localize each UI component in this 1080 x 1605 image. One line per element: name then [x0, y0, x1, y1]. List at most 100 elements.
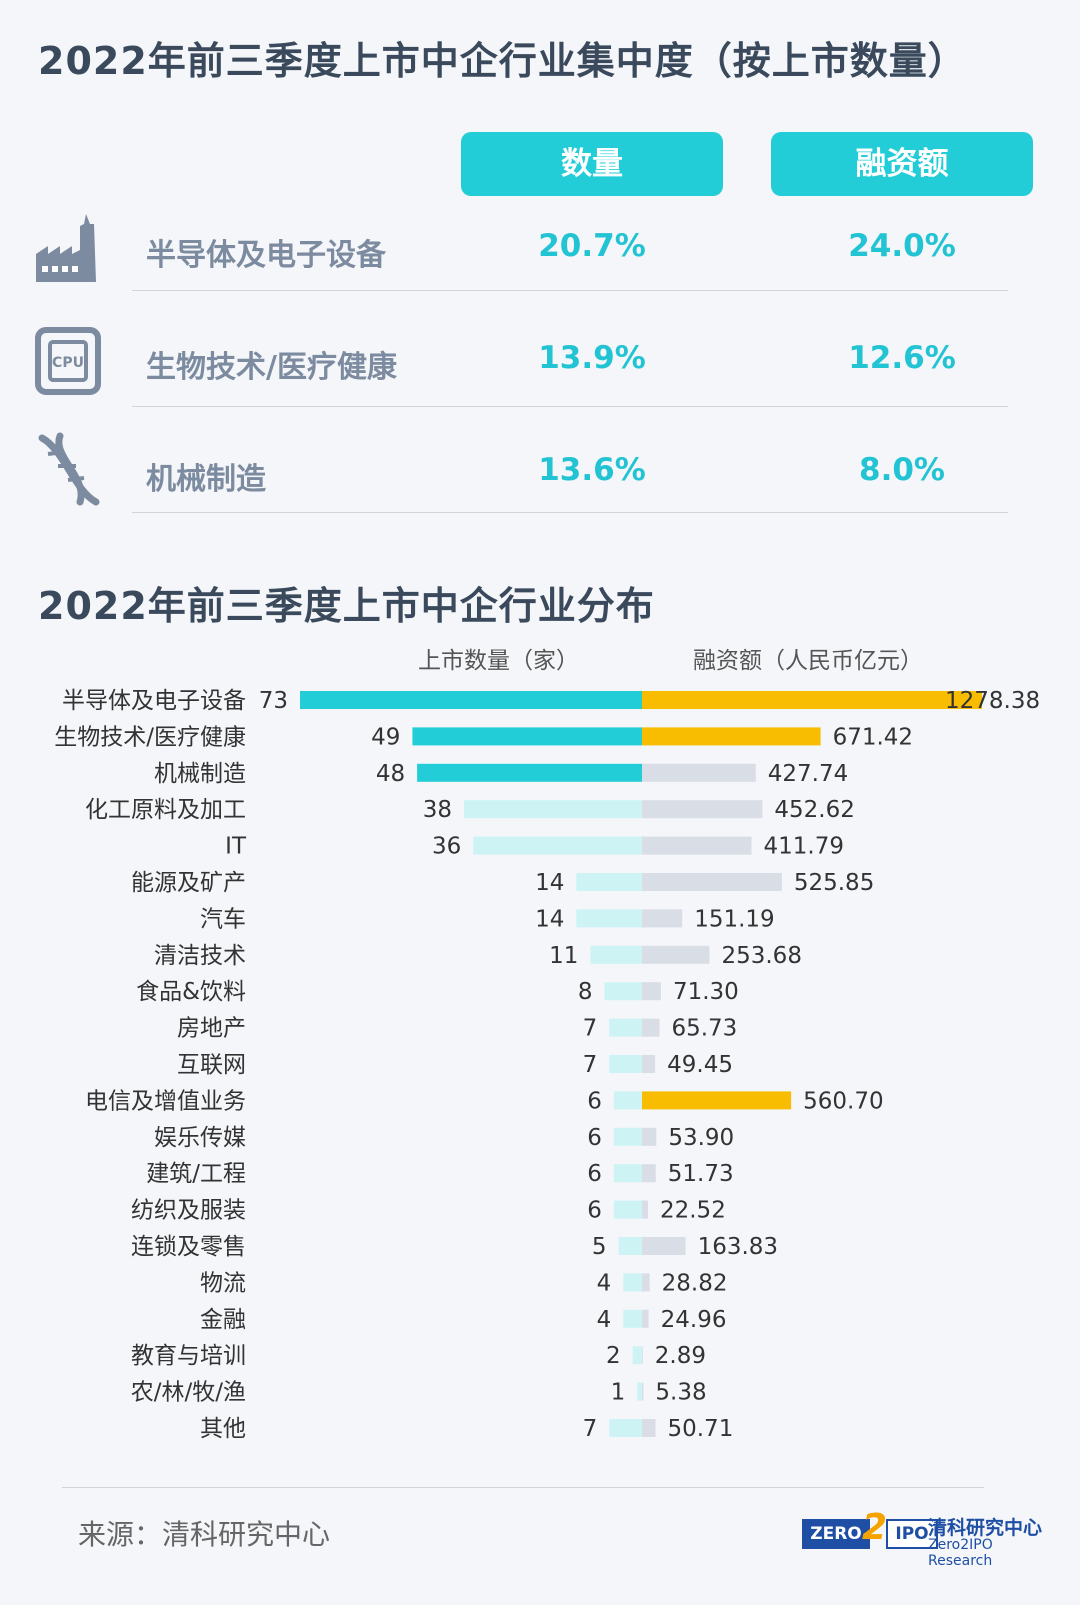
row-divider [132, 290, 1008, 291]
financing-data-label: 452.62 [774, 797, 854, 823]
count-bar [637, 1382, 642, 1401]
count-data-label: 7 [583, 1016, 598, 1042]
count-data-label: 4 [597, 1270, 612, 1296]
financing-data-label: 411.79 [764, 834, 844, 860]
footer-divider [62, 1487, 984, 1488]
financing-data-label: 163.83 [698, 1234, 778, 1260]
count-data-label: 4 [597, 1307, 612, 1333]
cpu-chip-icon: CPU [34, 324, 104, 400]
financing-bar [642, 727, 821, 746]
financing-bar [642, 1200, 648, 1219]
count-data-label: 6 [587, 1161, 602, 1187]
category-label: 连锁及零售 [131, 1234, 246, 1260]
financing-bar [642, 1055, 656, 1073]
count-bar [609, 1055, 642, 1073]
financing-bar [642, 945, 710, 964]
industry-distribution-chart: 上市数量（家） 融资额（人民币亿元） 半导体及电子设备 73 1278.38 生物技术/医… [54, 648, 1040, 1442]
count-data-label: 7 [583, 1416, 598, 1442]
financing-share-value: 12.6% [848, 340, 956, 376]
category-label: 金融 [200, 1307, 246, 1333]
count-bar [300, 691, 642, 709]
financing-data-label: 24.96 [661, 1307, 727, 1333]
count-bar [613, 1091, 642, 1110]
financing-bar [642, 1419, 656, 1437]
financing-bar [642, 1273, 650, 1292]
count-bar [604, 982, 642, 1001]
count-data-label: 73 [259, 688, 288, 714]
summary-row-label: 机械制造 [146, 462, 266, 497]
logo-cn: 清科研究中心 [928, 1517, 1043, 1539]
count-bar [590, 945, 642, 964]
count-data-label: 7 [583, 1052, 598, 1078]
category-label: 电信及增值业务 [85, 1088, 246, 1114]
count-bar [613, 1200, 642, 1219]
financing-bar [642, 1346, 643, 1365]
category-label: 教育与培训 [131, 1343, 246, 1369]
count-bar [613, 1127, 642, 1146]
category-label: 化工原料及加工 [85, 797, 246, 823]
financing-bar [642, 1237, 686, 1255]
financing-bar [642, 873, 782, 891]
category-label: 娱乐传媒 [154, 1125, 246, 1151]
financing-data-label: 671.42 [833, 724, 913, 750]
category-label: 农/林/牧/渔 [131, 1380, 246, 1406]
factory-icon [34, 212, 104, 288]
count-data-label: 6 [587, 1088, 602, 1114]
count-column-header: 数量 [461, 132, 723, 196]
category-label: 物流 [200, 1270, 246, 1296]
financing-data-label: 28.82 [662, 1270, 728, 1296]
count-bar [609, 1419, 642, 1437]
zero2ipo-logo: ZERO 2 IPO 清科研究中心 Zero2IPO Research [802, 1507, 1052, 1569]
source-note: 来源：清科研究中心 [78, 1518, 331, 1551]
financing-bar [642, 1091, 792, 1110]
count-bar [576, 873, 642, 891]
category-label: 汽车 [200, 906, 246, 932]
financing-data-label: 525.85 [794, 870, 874, 896]
count-bar [632, 1346, 642, 1365]
financing-data-label: 427.74 [768, 761, 848, 787]
financing-data-label: 51.73 [668, 1161, 734, 1187]
count-share-value: 13.6% [538, 452, 646, 488]
count-data-label: 11 [549, 943, 578, 969]
summary-row-semiconductor: 半导体及电子设备 20.7% 24.0% [0, 212, 1080, 324]
financing-data-label: 151.19 [694, 906, 774, 932]
financing-bar [642, 1127, 657, 1146]
financing-data-label: 49.45 [667, 1052, 733, 1078]
financing-bar [642, 836, 752, 855]
financing-axis-header: 融资额（人民币亿元） [693, 648, 923, 674]
count-data-label: 14 [535, 870, 564, 896]
logo-ipo: IPO [886, 1519, 938, 1549]
financing-share-value: 8.0% [859, 452, 945, 488]
count-data-label: 1 [611, 1380, 626, 1406]
count-data-label: 2 [606, 1343, 621, 1369]
category-label: 房地产 [177, 1016, 246, 1042]
summary-row-machinery: 机械制造 13.6% 8.0% [0, 432, 1080, 548]
count-axis-header: 上市数量（家） [418, 648, 579, 674]
category-label: 半导体及电子设备 [62, 688, 246, 714]
count-bar [623, 1273, 642, 1292]
logo-en: Zero2IPO Research [928, 1537, 993, 1569]
category-label: 其他 [200, 1416, 246, 1442]
financing-data-label: 53.90 [668, 1125, 734, 1151]
count-data-label: 6 [587, 1198, 602, 1224]
dna-icon [34, 432, 104, 508]
financing-data-label: 22.52 [660, 1198, 726, 1224]
financing-bar [642, 691, 982, 709]
financing-data-label: 71.30 [673, 979, 739, 1005]
count-data-label: 48 [376, 761, 405, 787]
category-label: 互联网 [177, 1052, 246, 1078]
count-bar [412, 727, 642, 746]
count-data-label: 36 [432, 834, 461, 860]
financing-share-value: 24.0% [848, 228, 956, 264]
financing-data-label: 560.70 [803, 1088, 883, 1114]
financing-bar [642, 800, 763, 819]
category-label: 清洁技术 [154, 943, 246, 969]
financing-data-label: 50.71 [667, 1416, 733, 1442]
financing-bar [642, 1164, 656, 1183]
financing-column-header: 融资额 [771, 132, 1033, 196]
financing-bar [642, 1018, 660, 1037]
financing-data-label: 5.38 [655, 1380, 706, 1406]
category-label: 能源及矿产 [131, 870, 246, 896]
count-bar [463, 800, 642, 819]
category-label: 生物技术/医疗健康 [54, 724, 246, 750]
